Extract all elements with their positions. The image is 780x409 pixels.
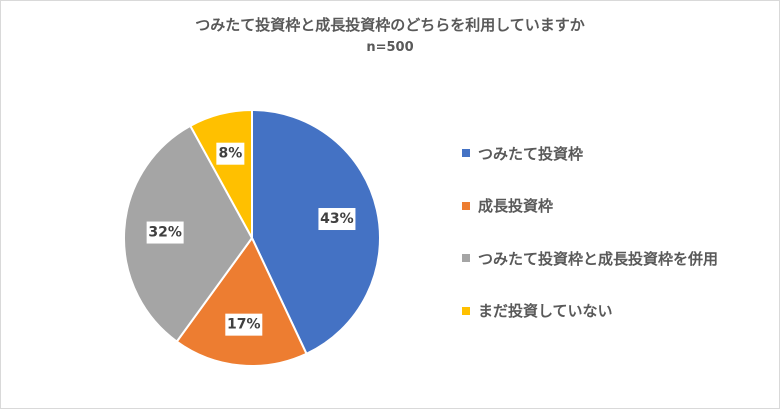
pie-data-label-text: 17% — [227, 317, 261, 333]
chart-subtitle: n=500 — [366, 40, 414, 55]
pie-data-labels: 43% 17% 32% 8% — [146, 142, 356, 336]
legend-item-both: つみたて投資枠と成長投資枠を併用 — [462, 245, 718, 271]
pie-data-label: 32% — [146, 221, 184, 244]
pie-slice-not-yet — [188, 108, 253, 239]
legend-label: つみたて投資枠 — [478, 144, 584, 163]
pie-data-label-box — [216, 142, 245, 165]
pie-data-label-text: 32% — [148, 225, 182, 241]
legend-swatch — [462, 149, 470, 157]
pie-data-label-text: 43% — [320, 211, 354, 227]
pie-data-label-box — [225, 313, 263, 336]
legend-label: つみたて投資枠と成長投資枠を併用 — [478, 249, 719, 268]
pie-data-label: 8% — [216, 142, 245, 165]
legend: つみたて投資枠 成長投資枠 つみたて投資枠と成長投資枠を併用 まだ投資していない — [462, 140, 718, 350]
legend-item-seicho: 成長投資枠 — [462, 193, 718, 219]
pie-data-label: 43% — [318, 208, 356, 231]
pie-data-label-box — [146, 221, 184, 244]
legend-swatch — [462, 254, 470, 262]
pie-slice-seicho — [175, 236, 308, 367]
legend-swatch — [462, 306, 470, 315]
pie-slices — [123, 108, 381, 367]
legend-label: まだ投資していない — [478, 302, 613, 320]
pie-slice-both — [123, 124, 254, 343]
pie-data-label-box — [318, 208, 356, 231]
chart-title: つみたて投資枠と成長投資枠のどちらを利用していますか — [195, 16, 585, 34]
legend-label: 成長投資枠 — [478, 197, 554, 215]
legend-item-tsumitate: つみたて投資枠 — [462, 140, 718, 166]
pie-slice-tsumitate — [251, 108, 381, 356]
pie-data-label-text: 8% — [218, 146, 242, 162]
pie-data-label: 17% — [225, 313, 263, 336]
legend-swatch — [462, 201, 470, 210]
legend-item-not-yet: まだ投資していない — [462, 298, 718, 324]
